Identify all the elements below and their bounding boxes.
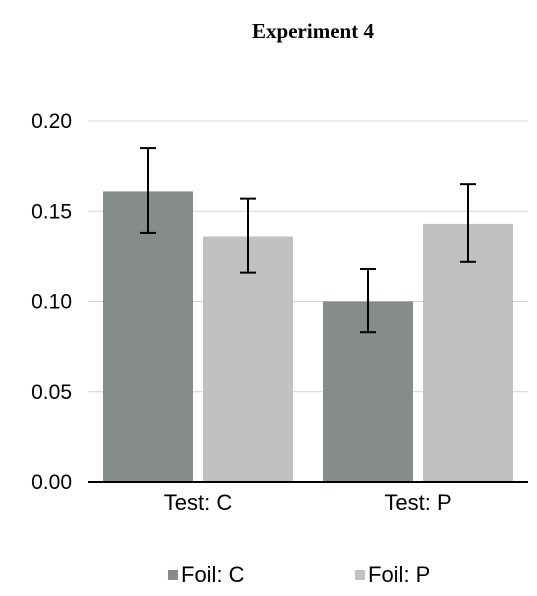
y-tick-label: 0.20 — [31, 110, 72, 133]
y-tick-label: 0.10 — [31, 291, 72, 314]
x-axis-labels: Test: C Test: P — [164, 490, 452, 515]
bar — [423, 223, 513, 482]
legend: Foil: C Foil: P — [168, 562, 430, 587]
y-tick-label: 0.15 — [31, 200, 72, 223]
x-tick-label: Test: C — [164, 490, 233, 515]
legend-swatch — [355, 570, 365, 580]
chart-title: Experiment 4 — [252, 19, 374, 43]
bar — [203, 236, 293, 482]
legend-label: Foil: P — [368, 562, 430, 587]
y-tick-label: 0.05 — [31, 381, 72, 404]
legend-label: Foil: C — [181, 562, 245, 587]
x-tick-label: Test: P — [384, 490, 451, 515]
bars — [103, 191, 513, 482]
y-axis-ticks: 0.00 0.05 0.10 0.15 0.20 — [31, 110, 72, 494]
bar — [103, 191, 193, 482]
error-bars — [140, 147, 476, 334]
legend-swatch — [168, 570, 178, 580]
y-tick-label: 0.00 — [31, 471, 72, 494]
